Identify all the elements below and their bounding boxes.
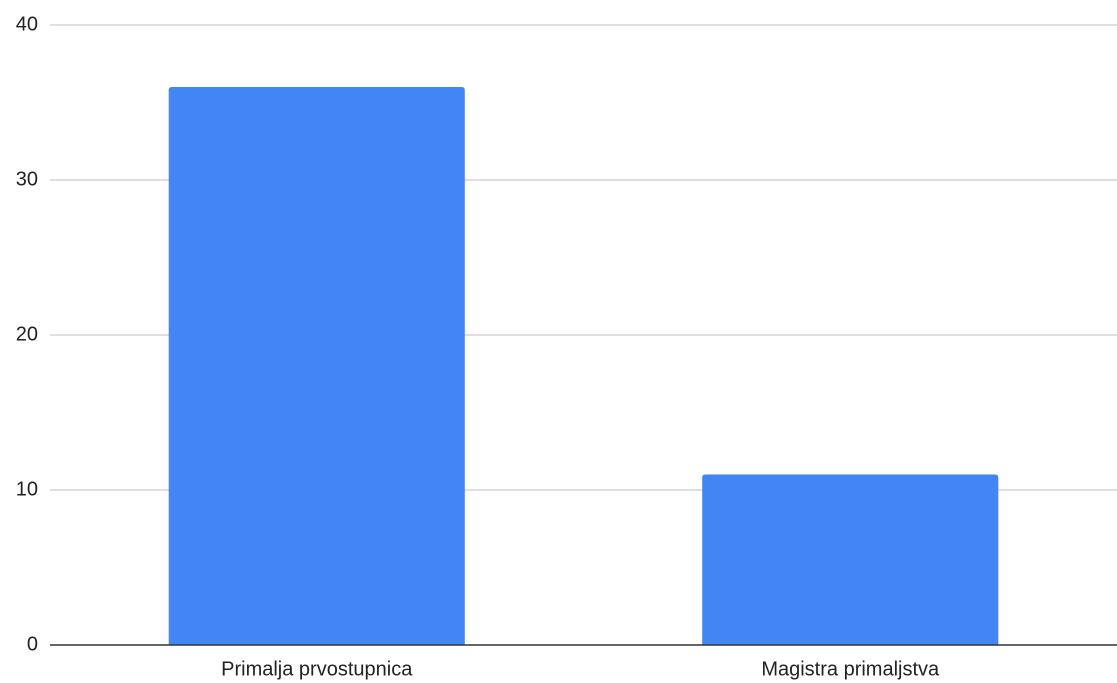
- x-category-label-primalja-prvostupnica: Primalja prvostupnica: [221, 658, 413, 680]
- y-tick-label-30: 30: [16, 168, 38, 190]
- x-axis-labels: Primalja prvostupnica Magistra primaljstv…: [221, 658, 940, 680]
- y-axis-ticks: 0 10 20 30 40: [16, 13, 38, 655]
- bar-magistra-primaljstva: [702, 474, 999, 645]
- bars: [168, 87, 999, 645]
- bar-primalja-prvostupnica: [168, 87, 465, 645]
- x-category-label-magistra-primaljstva: Magistra primaljstva: [761, 658, 940, 680]
- y-tick-label-0: 0: [27, 633, 38, 655]
- y-tick-label-20: 20: [16, 323, 38, 345]
- y-tick-label-40: 40: [16, 13, 38, 35]
- y-tick-label-10: 10: [16, 478, 38, 500]
